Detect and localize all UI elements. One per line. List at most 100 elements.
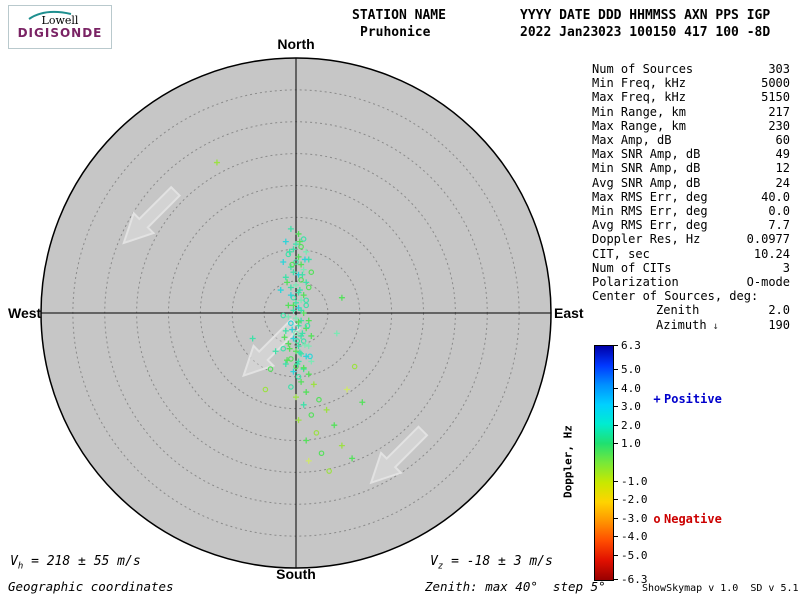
source-point-negative: [298, 277, 304, 283]
stat-label: Avg RMS Err, deg: [592, 218, 708, 233]
source-point-positive: [285, 302, 292, 309]
source-point-negative: [280, 312, 287, 319]
colorbar-tick-mark: [613, 443, 618, 445]
source-point-negative: [308, 412, 315, 418]
source-point-positive: [290, 246, 297, 253]
colorbar-tick-value: 4.0: [621, 381, 641, 395]
compass-south-label: South: [276, 566, 316, 582]
stat-label: Num of CITs: [592, 260, 672, 275]
logo-digisonde-text: DIGISONDE: [17, 25, 103, 40]
source-point-positive: [290, 335, 297, 342]
doppler-colorbar: [594, 345, 614, 581]
stat-label: Max RMS Err, deg: [592, 189, 708, 204]
stat-value: 5150: [761, 90, 790, 105]
compass-north-label: North: [277, 36, 315, 52]
stat-row: Min Freq, kHz 5000: [592, 76, 790, 90]
source-point-positive: [305, 371, 312, 378]
colorbar-axis-label: Doppler, Hz: [561, 425, 575, 499]
source-point-positive: [289, 326, 296, 333]
source-point-negative: [305, 284, 312, 291]
source-point-positive: [290, 368, 297, 375]
colorbar-tick-value: 2.0: [621, 418, 641, 432]
stat-label: Avg SNR Amp, dB: [592, 175, 701, 190]
source-point-negative: [318, 450, 325, 457]
stat-label: Max Amp, dB: [592, 133, 672, 148]
source-point-positive: [308, 358, 315, 365]
source-point-positive: [298, 261, 305, 268]
header-flags-value: 023 100150 417 100 -8D: [598, 25, 771, 40]
source-point-positive: [298, 378, 305, 385]
stat-label: CIT, sec: [592, 246, 650, 261]
source-point-negative: [303, 302, 310, 309]
source-point-positive: [308, 332, 315, 339]
source-point-positive: [298, 297, 305, 304]
logo-swoosh-icon: [28, 10, 72, 20]
colorbar-tick-mark: [613, 554, 618, 556]
stat-row: Doppler Res, Hz 0.0977: [592, 232, 790, 246]
source-point-positive: [290, 307, 297, 314]
colorbar-tick-mark: [613, 579, 618, 580]
source-point-positive: [296, 238, 303, 245]
source-point-negative: [293, 259, 299, 265]
source-point-negative: [316, 396, 322, 403]
source-point-positive: [290, 302, 297, 309]
source-point-negative: [300, 338, 307, 344]
source-point-negative: [300, 236, 307, 242]
source-point-positive: [296, 287, 303, 294]
source-point-negative: [267, 366, 274, 372]
source-point-positive: [295, 253, 302, 260]
source-point-positive: [296, 349, 303, 356]
source-point-positive: [284, 279, 291, 286]
legend-negative-label: Negative: [664, 512, 722, 526]
stat-row: Zenith 2.0: [592, 303, 790, 317]
stat-row: Avg RMS Err, deg 7.7: [592, 218, 790, 232]
source-point-negative: [351, 363, 358, 370]
source-point-positive: [303, 279, 310, 286]
source-point-positive: [333, 330, 340, 337]
source-point-negative: [262, 386, 269, 393]
circle-symbol-icon: o: [653, 512, 661, 526]
source-point-positive: [300, 266, 307, 273]
source-point-positive: [298, 350, 305, 357]
stat-label: Min SNR Amp, dB: [592, 161, 701, 176]
zenith-range-note: Zenith: max 40° step 5°: [425, 579, 606, 594]
source-point-positive: [303, 248, 310, 255]
source-point-positive: [272, 348, 279, 355]
stat-value: 303: [768, 62, 790, 76]
stat-value: 3: [782, 260, 790, 275]
stat-value: 0.0: [768, 204, 790, 219]
stat-row: Min RMS Err, deg 0.0: [592, 204, 790, 218]
source-point-positive: [323, 406, 330, 413]
source-point-negative: [295, 373, 302, 380]
stat-label: Azimuth ↓: [656, 317, 719, 332]
stat-label: Polarization: [592, 275, 679, 290]
measurement-stats-panel: Num of Sources 303 Min Freq, kHz 5000 Max Fr…: [592, 62, 790, 334]
source-point-positive: [293, 315, 299, 322]
colorbar-tick-mark: [613, 369, 618, 371]
source-point-positive: [287, 284, 294, 291]
header-station-value: Pruhonice: [360, 25, 431, 40]
colorbar-tick-value: 3.0: [621, 400, 641, 414]
stat-value: 190: [768, 317, 790, 332]
source-point-negative: [294, 338, 301, 344]
source-point-positive: [349, 455, 356, 462]
stat-row: Num of Sources 303: [592, 62, 790, 76]
colorbar-tick-mark: [613, 499, 618, 501]
source-point-positive: [299, 330, 306, 337]
stat-label: Max Freq, kHz: [592, 90, 686, 105]
source-point-positive: [282, 238, 289, 245]
colorbar-tick-mark: [613, 536, 618, 538]
source-point-positive: [293, 281, 299, 288]
source-point-positive: [287, 292, 294, 299]
stat-row: Azimuth ↓ 190: [592, 318, 790, 334]
colorbar-tick-value: -2.0: [621, 493, 648, 507]
colorbar-tick-value: -1.0: [621, 474, 648, 488]
stat-row: Polarization O-mode: [592, 275, 790, 289]
source-point-negative: [308, 269, 315, 276]
source-point-positive: [249, 335, 256, 342]
stat-row: Max Range, km 230: [592, 119, 790, 133]
source-point-negative: [313, 430, 320, 436]
source-point-positive: [338, 442, 345, 449]
source-point-positive: [295, 417, 302, 424]
stat-label: Min Freq, kHz: [592, 76, 686, 91]
